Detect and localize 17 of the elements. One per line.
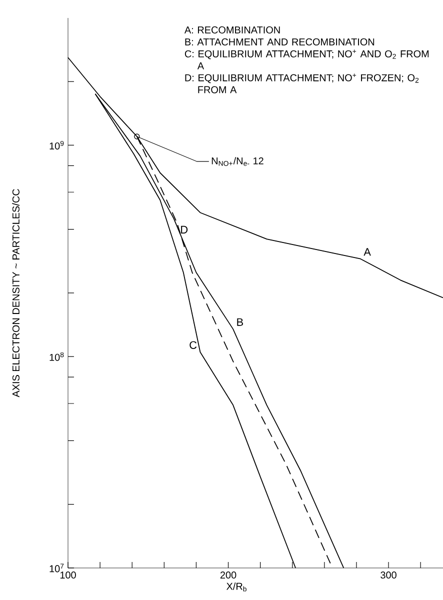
series-label: D [181,226,188,234]
y-tick-label: 10$^{8}$ [50,352,64,361]
y-tick-label: 10$^{7}$ [50,564,64,572]
x-axis-title: X/R$_{b}$ [226,582,246,592]
annotation: A: RECOMBINATION [184,26,280,34]
series-label: C [190,341,197,349]
y-tick-label: 10$^{9}$ [50,140,64,150]
text: C: EQUILIBRIUM ATTACHMENT; NO$^{+}$ AND O$_{2}$ FROM A [184,50,429,70]
text: D: EQUILIBRIUM ATTACHMENT; NO$^{+}$ FROZEN; O$_{2}$ FROM A [185,74,419,94]
annotation: N$_{NO+}$/N$_{e-}$ 12 [212,157,264,166]
annotation: B: ATTACHMENT AND RECOMBINATION [185,38,374,46]
y-axis-title: AXIS ELECTRON DENSITY ~ PARTICLES/CC [12,189,20,398]
x-tick-label: 100 [60,572,76,579]
x-tick-label: 300 [380,572,396,579]
series-label: A [364,248,371,256]
series-label: B [237,318,243,326]
x-tick-label: 200 [220,572,236,579]
